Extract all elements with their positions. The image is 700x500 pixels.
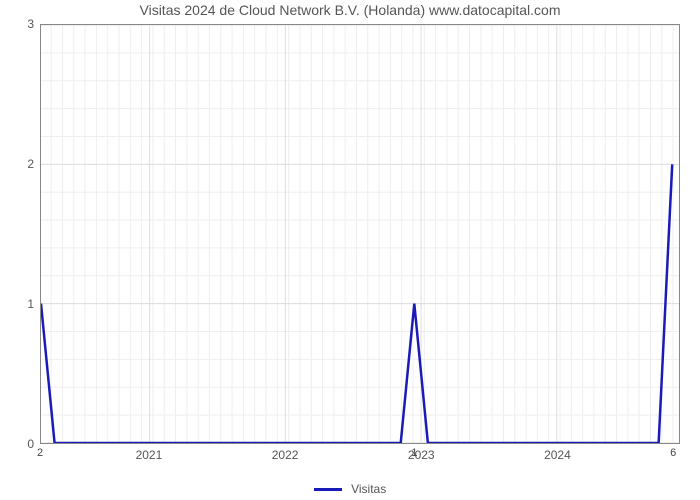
legend-swatch: [314, 488, 342, 491]
plot-area: [40, 24, 680, 444]
grid-major: [41, 25, 679, 443]
data-point-label: 1: [411, 447, 417, 459]
y-tick-label: 0: [4, 437, 34, 451]
data-point-label: 6: [670, 447, 676, 459]
x-tick-label: 2021: [136, 448, 163, 462]
grid-minor: [41, 25, 679, 443]
plot-svg: [41, 25, 679, 443]
data-point-label: 2: [37, 447, 43, 459]
legend: Visitas: [0, 481, 700, 496]
x-tick-label: 2022: [272, 448, 299, 462]
chart-title: Visitas 2024 de Cloud Network B.V. (Hola…: [0, 2, 700, 18]
legend-label: Visitas: [351, 482, 386, 496]
chart-container: Visitas 2024 de Cloud Network B.V. (Hola…: [0, 0, 700, 500]
y-tick-label: 1: [4, 297, 34, 311]
y-tick-label: 3: [4, 17, 34, 31]
y-tick-label: 2: [4, 157, 34, 171]
x-tick-label: 2024: [544, 448, 571, 462]
